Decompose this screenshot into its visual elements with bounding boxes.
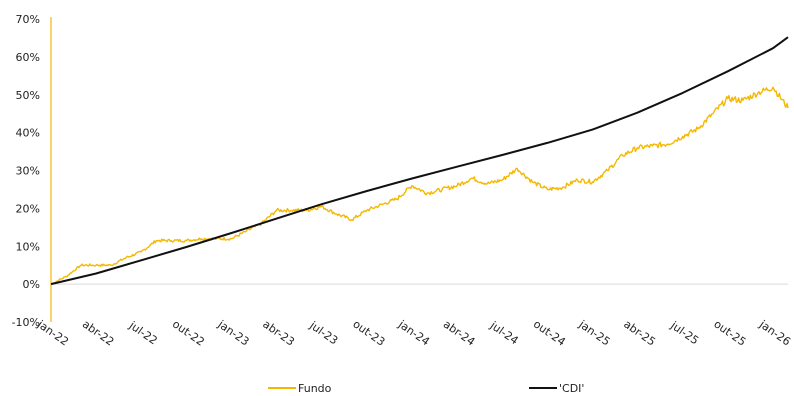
x-tick-label: jul-23 [306, 318, 340, 347]
x-tick-label: jul-24 [487, 318, 521, 347]
y-tick-label: -10% [12, 316, 40, 329]
y-tick-label: 70% [16, 13, 40, 26]
x-tick-label: abr-22 [80, 318, 117, 349]
x-tick-label: jan-22 [34, 317, 71, 348]
series-layer [50, 36, 789, 286]
x-tick-label: out-23 [350, 317, 387, 348]
legend: Fundo 'CDI' [268, 382, 584, 395]
x-tick-label: jul-25 [667, 318, 701, 347]
series-line-fundo [50, 86, 789, 285]
series-line-cdi [50, 36, 789, 286]
y-tick-label: 30% [16, 165, 40, 178]
x-tick-labels: jan-22 abr-22 jul-22 out-22 jan-23 abr-23 jul-… [34, 317, 793, 349]
legend-label-cdi: 'CDI' [559, 382, 584, 395]
x-tick-label: out-25 [711, 317, 748, 348]
legend-label-fundo: Fundo [298, 382, 332, 395]
y-tick-label: 50% [16, 89, 40, 102]
x-tick-label: out-24 [531, 317, 568, 348]
x-tick-label: abr-25 [621, 318, 658, 349]
x-tick-label: out-22 [170, 317, 207, 348]
y-tick-label: 20% [16, 202, 40, 215]
y-tick-label: 60% [16, 51, 40, 64]
x-tick-label: jan-26 [756, 317, 793, 348]
x-tick-label: jan-23 [215, 317, 252, 348]
x-tick-label: jan-24 [395, 317, 432, 348]
x-tick-label: abr-24 [441, 318, 478, 349]
y-tick-label: 0% [23, 278, 40, 291]
x-tick-label: jul-22 [126, 318, 160, 347]
y-tick-label: 40% [16, 127, 40, 140]
x-tick-label: abr-23 [260, 318, 297, 349]
y-tick-labels: -10% 0% 10% 20% 30% 40% 50% 60% 70% [12, 13, 40, 329]
x-tick-label: jan-25 [576, 317, 613, 348]
y-tick-label: 10% [16, 240, 40, 253]
